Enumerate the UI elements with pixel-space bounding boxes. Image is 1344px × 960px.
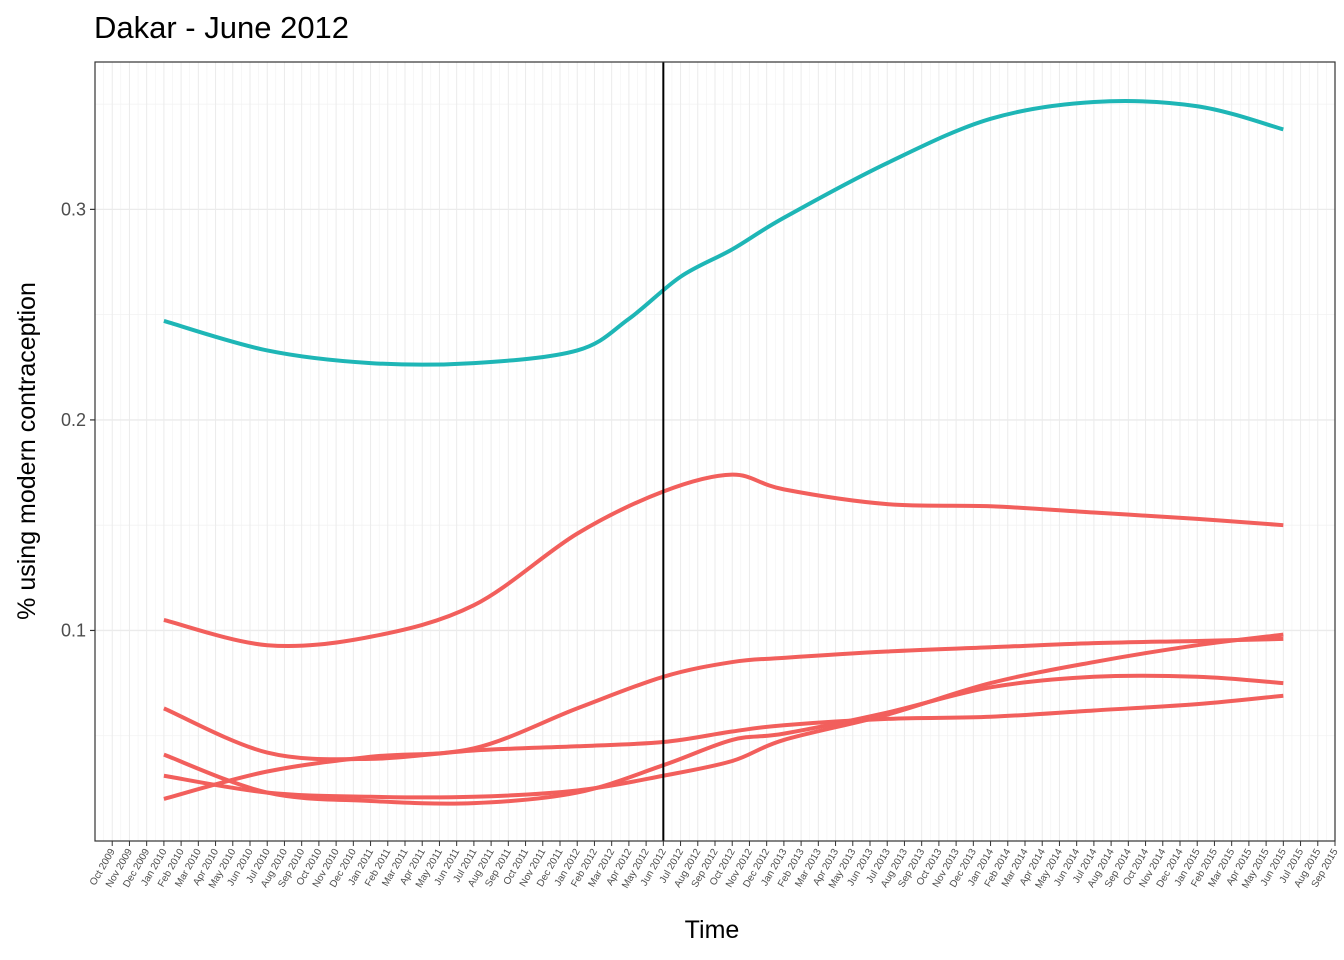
y-tick-label: 0.2 <box>61 410 86 430</box>
series-line-5 <box>163 673 1284 806</box>
chart-title: Dakar - June 2012 <box>94 10 349 45</box>
series-line-2 <box>163 472 1284 649</box>
series-line-6 <box>163 632 1284 800</box>
y-tick-label: 0.1 <box>61 620 86 640</box>
y-tick-label: 0.3 <box>61 199 86 219</box>
series-lines <box>163 99 1284 806</box>
minor-gridlines <box>95 62 1335 841</box>
series-line-4 <box>163 636 1284 801</box>
series-line-1 <box>163 99 1284 367</box>
x-axis-title: Time <box>685 916 740 944</box>
y-axis-title: % using modern contraception <box>13 282 41 620</box>
y-axis: 0.1 0.2 0.3 <box>61 199 95 640</box>
